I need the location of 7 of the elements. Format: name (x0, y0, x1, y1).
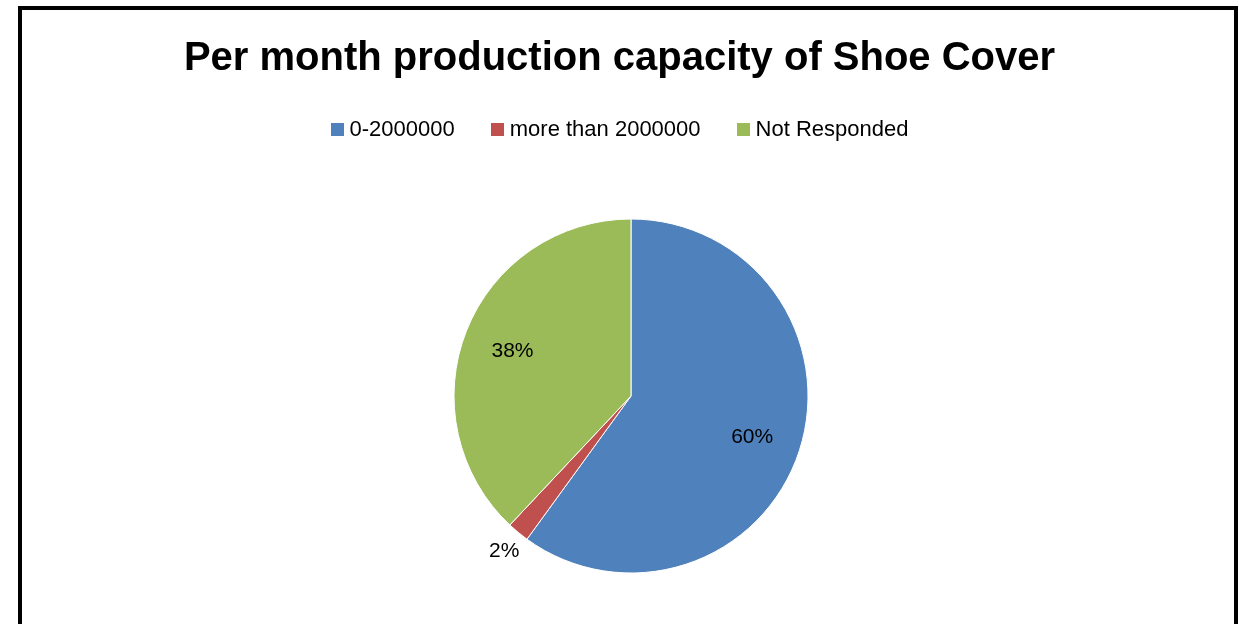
data-label: 2% (488, 537, 520, 561)
data-label: 60% (731, 423, 774, 447)
legend-label: Not Responded (755, 116, 909, 142)
data-label: 38% (491, 337, 534, 361)
legend-label: more than 2000000 (509, 116, 701, 142)
legend-label: 0-2000000 (349, 116, 455, 142)
chart-title: Per month production capacity of Shoe Cover (182, 34, 1057, 79)
